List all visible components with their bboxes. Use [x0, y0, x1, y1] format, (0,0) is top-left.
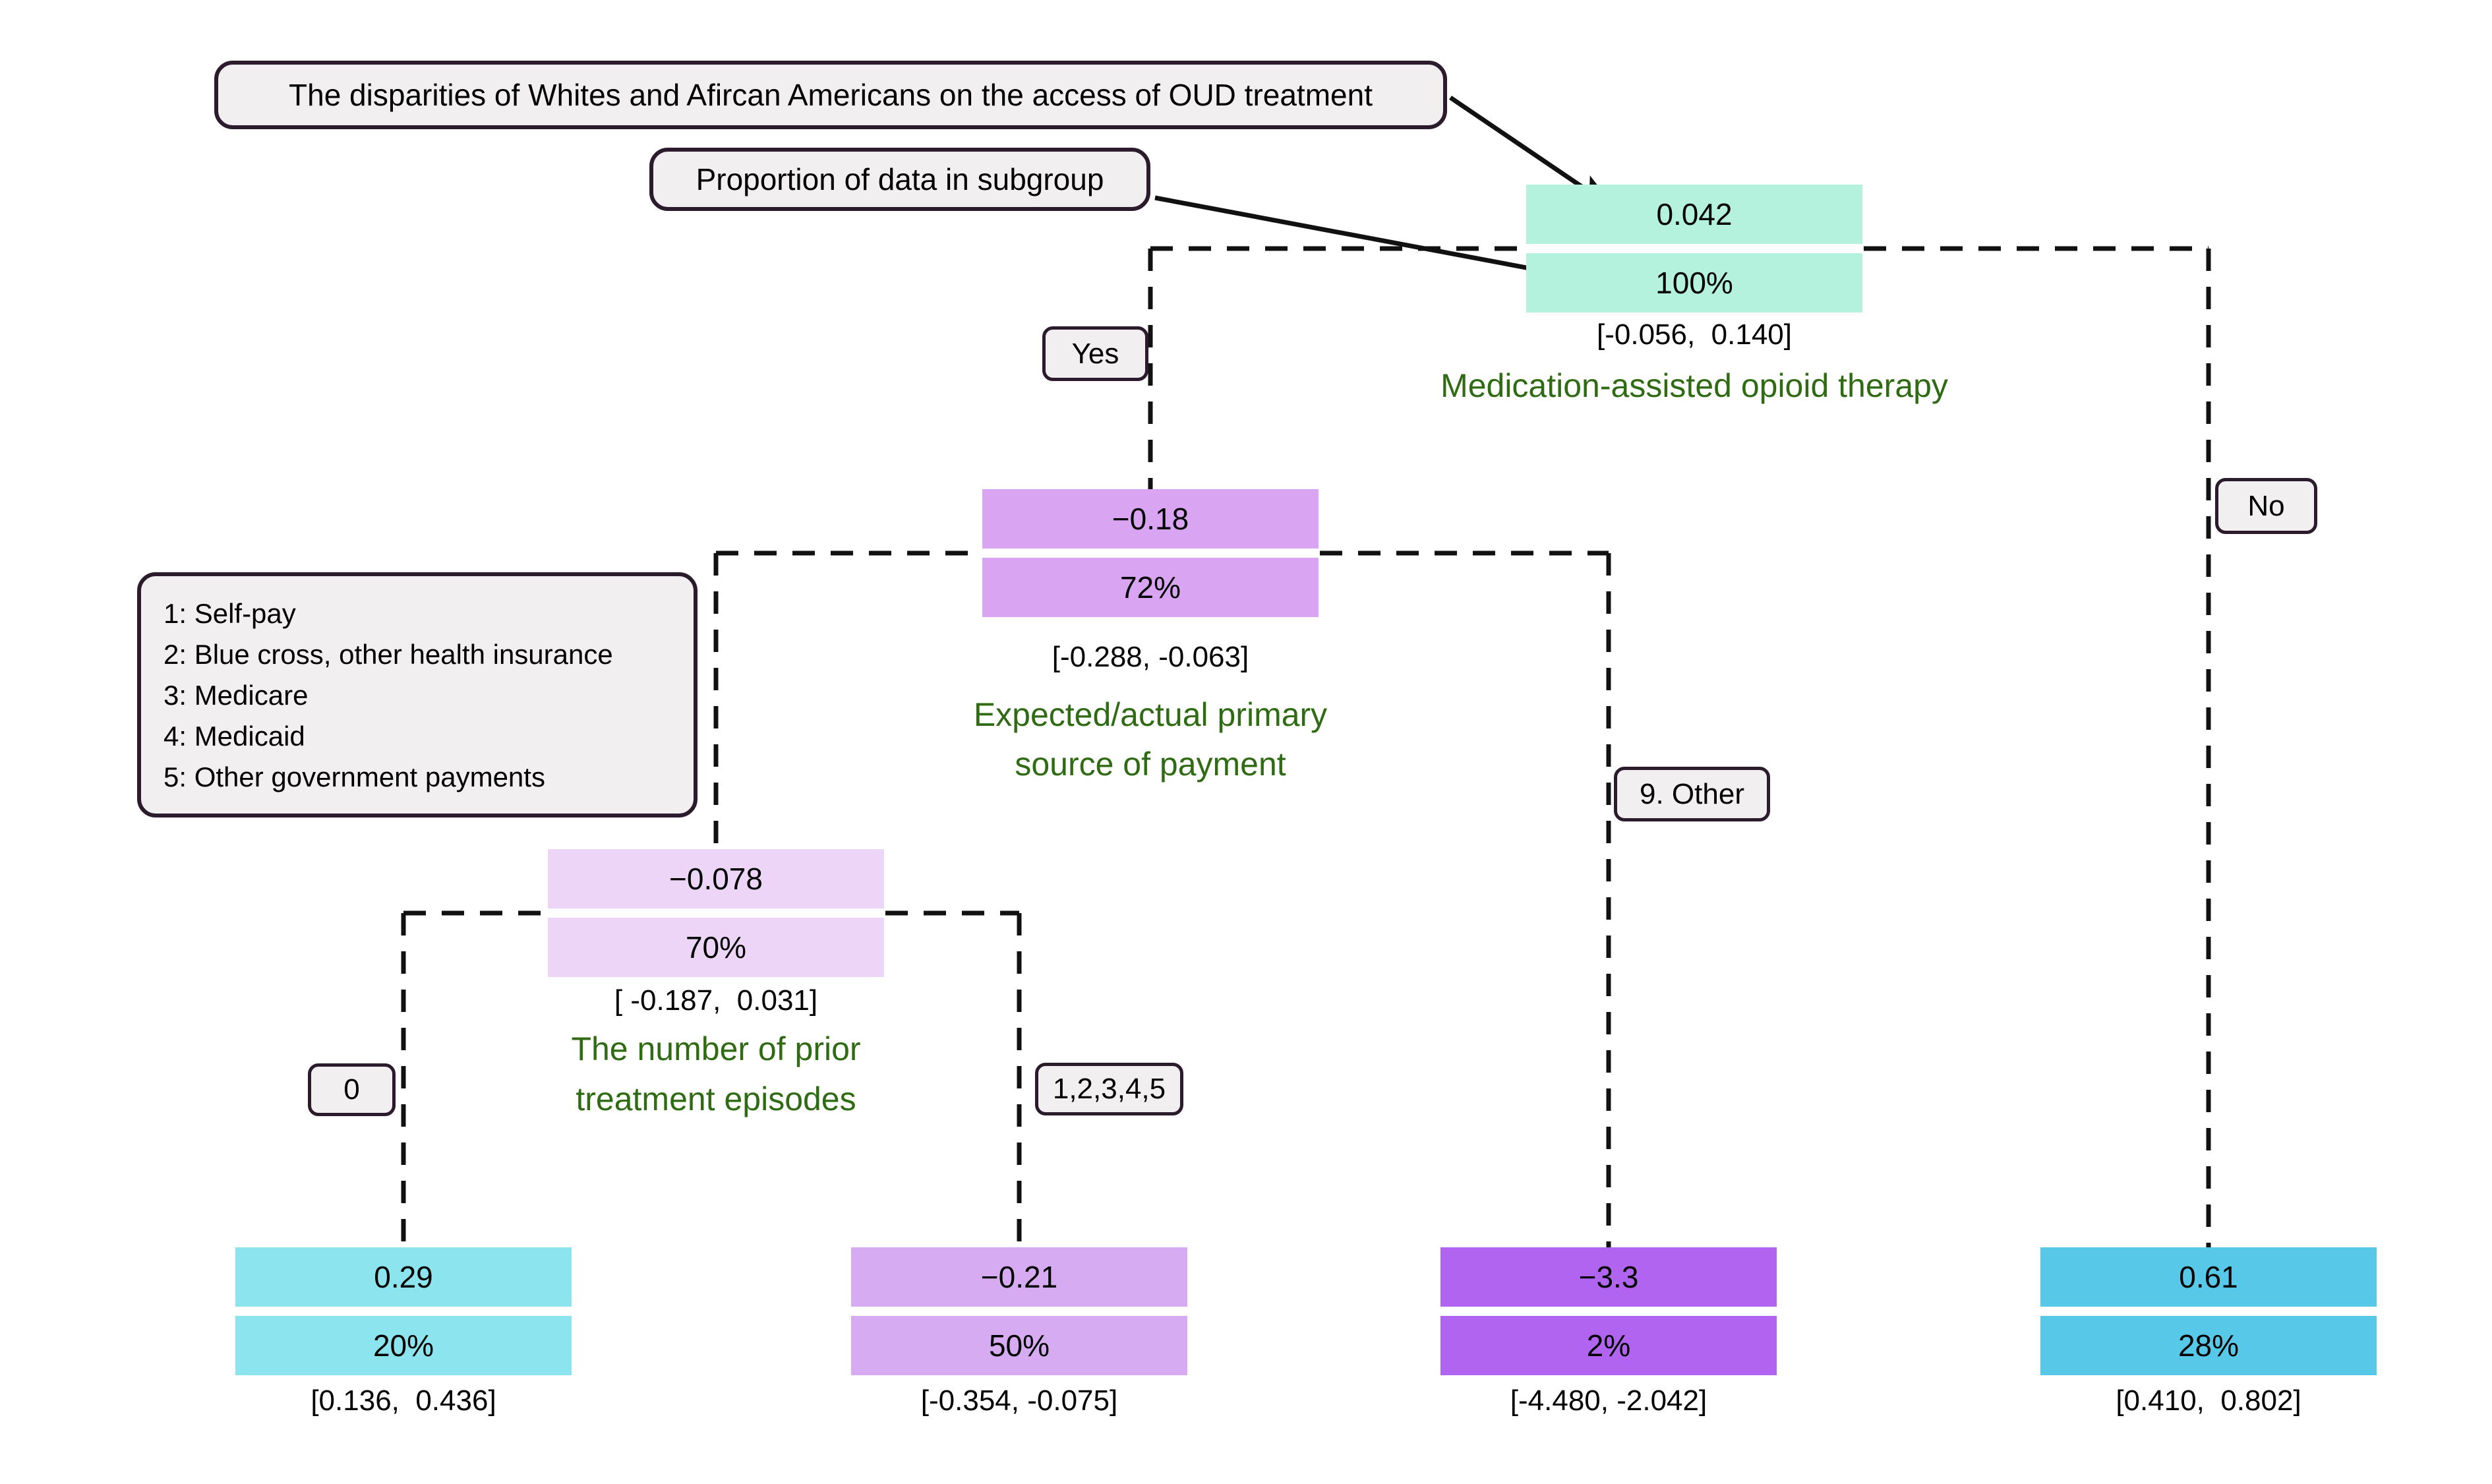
leaf-some-episodes-proportion-box: 50% [851, 1316, 1187, 1375]
episodes-node: −0.078 70% [548, 849, 884, 986]
payment-value: −0.18 [1112, 502, 1189, 536]
edge-label-no: No [2215, 478, 2317, 534]
proportion-note-box: Proportion of data in subgroup [649, 148, 1150, 211]
edge-label-zero-text: 0 [343, 1073, 360, 1106]
leaf-zero-episodes-value: 0.29 [374, 1260, 433, 1294]
disparities-note-text: The disparities of Whites and Afircan Am… [289, 78, 1373, 112]
root-proportion-box: 100% [1526, 253, 1862, 312]
edge-label-yes-text: Yes [1071, 337, 1119, 370]
episodes-value-box: −0.078 [548, 849, 884, 908]
episodes-value: −0.078 [669, 862, 763, 896]
leaf-no-mat-value: 0.61 [2179, 1260, 2238, 1294]
leaf-no-mat-proportion: 28% [2178, 1328, 2240, 1363]
payment-proportion: 72% [1119, 570, 1181, 605]
legend-item-medicaid: 4: Medicaid [163, 721, 305, 752]
proportion-note-text: Proportion of data in subgroup [696, 162, 1104, 196]
leaf-no-mat-node: 0.61 28% [2040, 1247, 2377, 1384]
legend-item-other-gov: 5: Other government payments [163, 761, 545, 792]
leaf-other-payment-value: −3.3 [1578, 1260, 1639, 1294]
legend-item-medicare: 3: Medicare [163, 680, 309, 711]
leaf-zero-episodes-value-box: 0.29 [235, 1247, 572, 1307]
payment-split-label-line1: Expected/actual primary [973, 696, 1328, 733]
leaf-some-episodes-node: −0.21 50% [851, 1247, 1187, 1384]
leaf-zero-episodes-node: 0.29 20% [235, 1247, 572, 1384]
leaf-no-mat-value-box: 0.61 [2040, 1247, 2377, 1307]
leaf-no-mat-proportion-box: 28% [2040, 1316, 2377, 1375]
leaf-other-payment-node: −3.3 2% [1440, 1247, 1777, 1384]
edge-label-onetofive: 1,2,3,4,5 [1035, 1063, 1183, 1115]
leaf-zero-episodes-proportion: 20% [372, 1328, 434, 1363]
edge-label-other: 9. Other [1614, 767, 1770, 821]
edge-label-onetofive-text: 1,2,3,4,5 [1052, 1073, 1166, 1105]
leaf-other-payment-proportion-box: 2% [1440, 1316, 1777, 1375]
payment-node: −0.18 72% [982, 489, 1319, 626]
episodes-split-label-line2: treatment episodes [576, 1081, 856, 1117]
root-ci: [-0.056, 0.140] [1597, 318, 1792, 351]
leaf-other-payment-ci: [-4.480, -2.042] [1510, 1384, 1707, 1417]
legend-item-blue-cross: 2: Blue cross, other health insurance [163, 639, 613, 670]
payment-value-box: −0.18 [982, 489, 1319, 549]
root-proportion: 100% [1655, 266, 1733, 300]
payment-split-label-line2: source of payment [1015, 746, 1286, 783]
leaf-some-episodes-proportion: 50% [988, 1328, 1050, 1363]
payment-ci: [-0.288, -0.063] [1052, 641, 1249, 673]
episodes-ci: [ -0.187, 0.031] [614, 984, 818, 1017]
episodes-split-label-line1: The number of prior [571, 1030, 861, 1067]
payment-proportion-box: 72% [982, 558, 1319, 617]
leaf-zero-episodes-proportion-box: 20% [235, 1316, 572, 1375]
leaf-some-episodes-value: −0.21 [980, 1260, 1058, 1294]
root-value: 0.042 [1656, 197, 1733, 231]
disparities-note-box: The disparities of Whites and Afircan Am… [214, 61, 1447, 129]
root-split-label: Medication-assisted opioid therapy [1440, 367, 1948, 404]
leaf-some-episodes-ci: [-0.354, -0.075] [920, 1384, 1118, 1417]
leaf-other-payment-proportion: 2% [1586, 1328, 1631, 1363]
payment-legend-box: 1: Self-pay 2: Blue cross, other health … [137, 572, 697, 817]
edge-label-zero: 0 [308, 1063, 396, 1116]
edge-label-other-text: 9. Other [1640, 777, 1744, 810]
legend-item-self-pay: 1: Self-pay [163, 598, 296, 629]
leaf-zero-episodes-ci: [0.136, 0.436] [311, 1384, 496, 1417]
edge-label-yes: Yes [1042, 326, 1148, 381]
leaf-no-mat-ci: [0.410, 0.802] [2116, 1384, 2301, 1417]
episodes-proportion-box: 70% [548, 918, 884, 977]
leaf-some-episodes-value-box: −0.21 [851, 1247, 1187, 1307]
root-node: 0.042 100% [1526, 185, 1862, 322]
episodes-proportion: 70% [685, 930, 747, 965]
edge-label-no-text: No [2247, 489, 2285, 522]
root-value-box: 0.042 [1526, 185, 1862, 244]
leaf-other-payment-value-box: −3.3 [1440, 1247, 1777, 1307]
